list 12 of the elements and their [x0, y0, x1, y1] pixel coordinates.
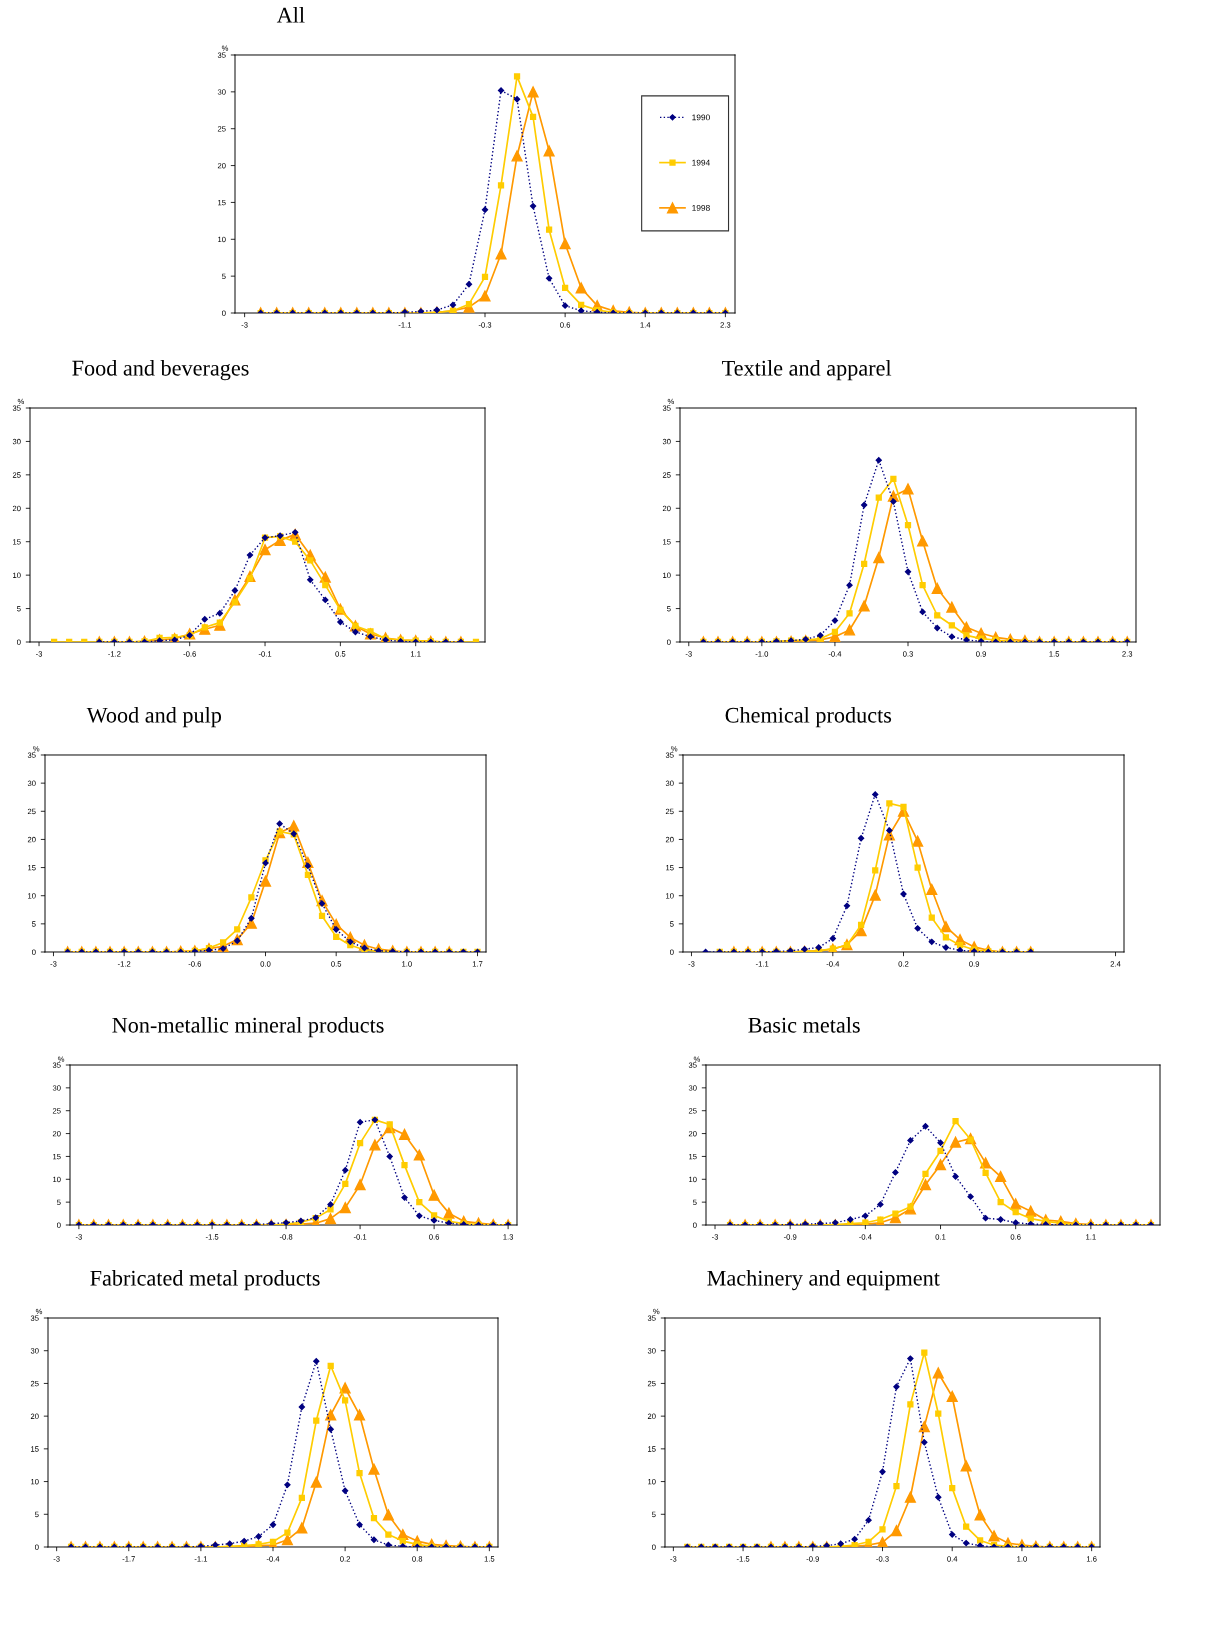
chart-title: Food and beverages: [72, 360, 249, 381]
legend-label: 1998: [692, 204, 710, 211]
chart-title: Non-metallic mineral products: [112, 1017, 384, 1038]
chart-title: Chemical products: [725, 707, 892, 728]
chart-title: All: [276, 7, 305, 23]
legend-label: 1990: [692, 114, 710, 121]
legend-label: 1994: [692, 159, 710, 166]
chart-title: Basic metals: [748, 1017, 860, 1033]
chart-title: Textile and apparel: [722, 360, 892, 381]
chart-title: Machinery and equipment: [707, 1270, 940, 1291]
chart-title: Wood and pulp: [86, 707, 222, 728]
chart-title: Fabricated metal products: [90, 1270, 320, 1291]
